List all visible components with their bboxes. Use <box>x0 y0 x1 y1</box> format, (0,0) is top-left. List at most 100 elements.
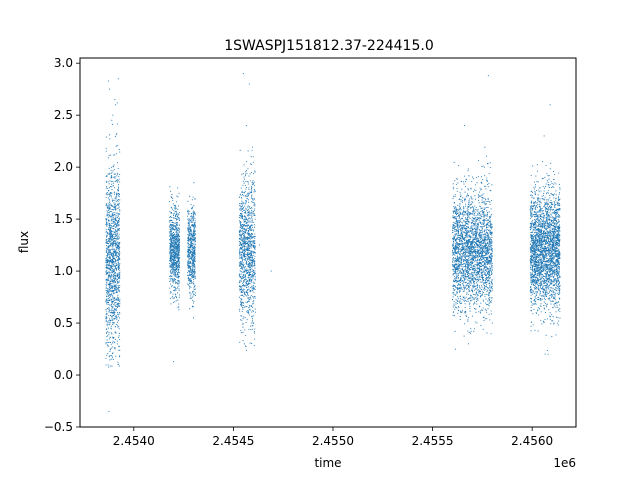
data-point <box>117 221 119 223</box>
data-point <box>480 230 482 232</box>
data-point <box>112 342 114 344</box>
data-point <box>241 275 243 277</box>
data-point <box>192 282 194 285</box>
data-point <box>254 276 256 278</box>
data-point <box>243 255 245 257</box>
data-point <box>188 284 190 286</box>
data-point <box>487 186 489 188</box>
data-point <box>114 326 116 328</box>
data-point <box>171 250 173 252</box>
data-point <box>473 214 475 216</box>
data-point <box>109 251 111 253</box>
data-point <box>110 273 113 276</box>
data-point <box>240 214 242 216</box>
data-point <box>110 285 112 287</box>
data-point <box>170 244 172 246</box>
data-point <box>178 303 180 305</box>
data-point <box>117 200 119 202</box>
data-point <box>248 217 250 219</box>
data-point <box>119 298 121 300</box>
data-point <box>108 274 110 276</box>
data-point <box>248 306 250 308</box>
data-point <box>116 232 118 234</box>
data-point <box>169 252 171 254</box>
data-point <box>111 365 113 367</box>
data-point <box>254 233 256 235</box>
data-point <box>252 242 254 244</box>
data-point <box>459 302 461 304</box>
data-point <box>112 249 114 251</box>
data-point <box>240 252 242 254</box>
data-point <box>105 180 107 182</box>
data-point <box>241 196 243 199</box>
data-point <box>191 199 193 201</box>
data-point <box>250 229 252 231</box>
data-point <box>111 198 113 200</box>
data-point <box>169 262 171 264</box>
data-point <box>106 299 108 301</box>
data-point <box>111 226 113 228</box>
data-point <box>176 224 178 226</box>
data-point <box>173 228 175 230</box>
data-point <box>189 230 191 232</box>
data-point <box>239 280 241 282</box>
data-point <box>459 191 461 193</box>
data-point <box>242 241 244 243</box>
data-point <box>239 273 241 275</box>
data-point <box>252 211 254 213</box>
data-point <box>188 280 190 282</box>
data-point <box>248 213 251 215</box>
data-point <box>111 272 113 274</box>
data-point <box>476 255 478 257</box>
data-point <box>477 209 479 211</box>
data-point <box>112 218 114 220</box>
data-point <box>171 271 173 273</box>
data-point <box>114 234 116 236</box>
data-point <box>187 225 189 227</box>
data-point <box>187 274 189 276</box>
data-point <box>249 180 251 182</box>
data-point <box>242 246 244 248</box>
data-point <box>169 280 171 282</box>
data-point <box>484 175 486 177</box>
data-point <box>112 182 114 184</box>
data-point <box>187 251 190 253</box>
data-point <box>109 231 111 233</box>
data-point <box>116 251 118 253</box>
data-point <box>105 260 107 262</box>
data-point <box>106 215 108 217</box>
data-point <box>114 209 117 211</box>
data-point <box>106 223 108 225</box>
data-point <box>172 258 174 260</box>
data-point <box>108 173 110 175</box>
data-point <box>190 271 192 274</box>
data-point <box>247 168 249 170</box>
data-point <box>119 210 121 212</box>
data-point <box>476 254 478 256</box>
data-point <box>113 310 115 312</box>
data-point <box>111 237 113 239</box>
data-point <box>114 279 116 281</box>
data-point <box>169 297 171 299</box>
data-point <box>116 306 118 308</box>
data-point <box>117 162 119 164</box>
data-point <box>482 300 484 302</box>
data-point <box>191 273 193 275</box>
data-point <box>244 221 246 223</box>
data-point <box>119 243 121 245</box>
data-point <box>193 287 195 289</box>
data-point <box>117 274 119 276</box>
data-point <box>191 251 193 253</box>
data-point <box>107 290 109 292</box>
data-point <box>109 274 111 276</box>
data-point <box>113 284 115 286</box>
data-point <box>242 290 244 292</box>
data-point <box>453 291 455 294</box>
data-point <box>249 314 251 316</box>
data-point <box>107 213 109 215</box>
data-point <box>483 283 485 285</box>
data-point <box>107 276 109 278</box>
data-point <box>119 272 121 274</box>
data-point <box>245 280 247 282</box>
data-point <box>455 225 457 227</box>
